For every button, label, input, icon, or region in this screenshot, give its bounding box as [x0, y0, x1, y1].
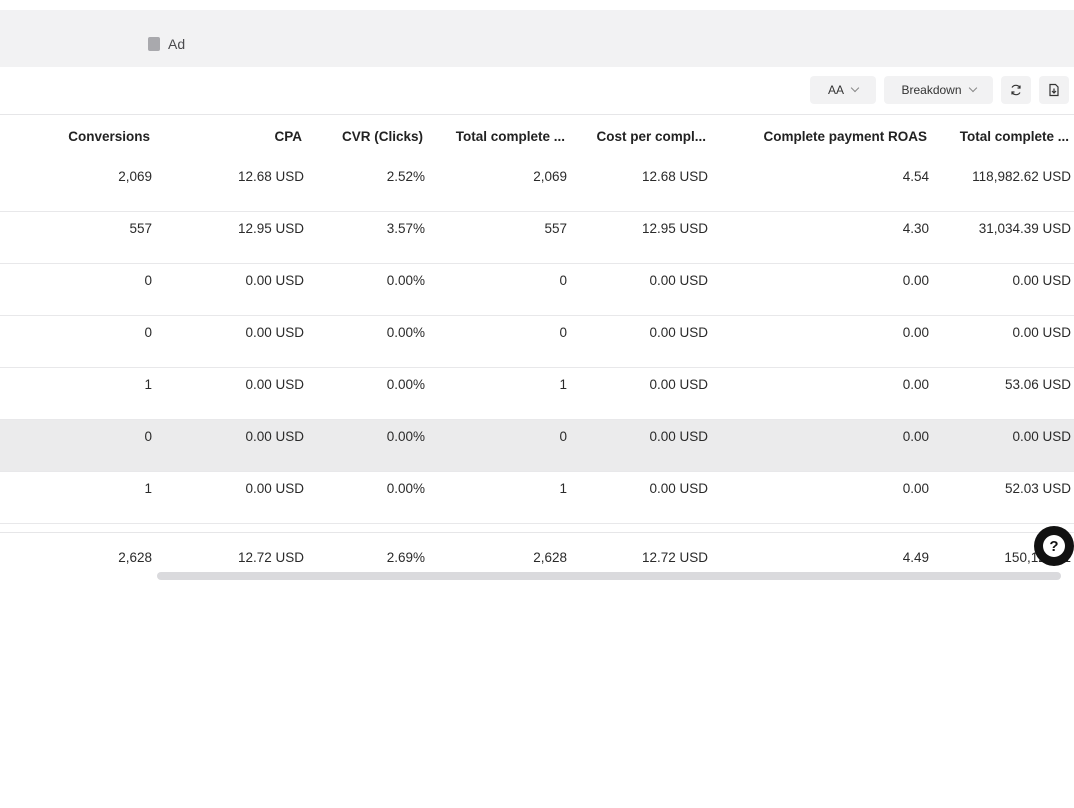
table-cell: 52.03 USD: [1004, 481, 1071, 496]
column-header[interactable]: Total complete ...: [959, 129, 1069, 144]
column-header[interactable]: CPA: [274, 129, 302, 144]
table-cell: 0: [144, 325, 152, 340]
table-cell: 12.95 USD: [237, 221, 304, 236]
export-button[interactable]: [1039, 76, 1069, 104]
total-cell: 2.69%: [386, 550, 425, 565]
export-icon: [1049, 83, 1059, 97]
column-header[interactable]: Total complete ...: [455, 129, 565, 144]
table-cell: 0.00: [902, 429, 929, 444]
ad-tab-label: Ad: [168, 36, 186, 52]
table-row[interactable]: 0 0.00 USD 0.00% 0 0.00 USD 0.00 0.00 USD: [0, 316, 1074, 368]
table-cell: 0.00: [902, 325, 929, 340]
table-cell: 0.00 USD: [649, 325, 708, 340]
table-cell: 0.00%: [386, 377, 425, 392]
table-cell: 0.00 USD: [649, 481, 708, 496]
column-header[interactable]: Complete payment ROAS: [763, 129, 927, 144]
table-cell: 0.00%: [386, 273, 425, 288]
table-cell: 12.95 USD: [641, 221, 708, 236]
table-cell: 0.00 USD: [649, 273, 708, 288]
table-cell: 1: [559, 377, 567, 392]
help-button[interactable]: ?: [1034, 526, 1074, 566]
table-cell: 0: [144, 429, 152, 444]
ad-tab[interactable]: Ad: [148, 36, 185, 52]
table-row[interactable]: 557 12.95 USD 3.57% 557 12.95 USD 4.30 31,034.…: [0, 212, 1074, 264]
table-row[interactable]: 2,069 12.68 USD 2.52% 2,069 12.68 USD 4.54 118…: [0, 160, 1074, 212]
aa-dropdown-label: AA: [827, 83, 844, 97]
total-cell: 2,628: [118, 550, 152, 565]
total-cell: 12.72 USD: [641, 550, 708, 565]
table-cell: 0.00: [902, 377, 929, 392]
table-row[interactable]: 0 0.00 USD 0.00% 0 0.00 USD 0.00 0.00 USD: [0, 420, 1074, 472]
table-cell: 3.57%: [386, 221, 425, 236]
table-cell: 557: [544, 221, 567, 236]
top-bar: Ad: [0, 10, 1074, 67]
table-cell: 53.06 USD: [1004, 377, 1071, 392]
table-cell: 0.00: [902, 481, 929, 496]
breakdown-dropdown-label: Breakdown: [901, 83, 962, 97]
table-cell: 0.00 USD: [245, 481, 304, 496]
table-header: Conversions CPA CVR (Clicks) Total complete…: [0, 114, 1074, 161]
table-cell: 0.00: [902, 273, 929, 288]
table-cell: 4.54: [902, 169, 929, 184]
column-header[interactable]: Cost per compl...: [596, 129, 706, 144]
table-cell: 0: [559, 273, 567, 288]
ad-icon: [148, 37, 160, 51]
table-cell: 1: [559, 481, 567, 496]
table-cell: 0.00 USD: [649, 377, 708, 392]
table-cell: 0: [144, 273, 152, 288]
table-cell: 0.00%: [386, 429, 425, 444]
table-row[interactable]: 1 0.00 USD 0.00% 1 0.00 USD 0.00 53.06 USD: [0, 368, 1074, 420]
breakdown-dropdown[interactable]: Breakdown: [884, 76, 993, 104]
table-cell: 31,034.39 USD: [978, 221, 1071, 236]
table-cell: 2,069: [533, 169, 567, 184]
table-cell: 0.00%: [386, 481, 425, 496]
refresh-icon: [1011, 84, 1021, 96]
table-cell: 557: [129, 221, 152, 236]
table-cell: 0: [559, 325, 567, 340]
total-cell: 2,628: [533, 550, 567, 565]
table-cell: 0.00 USD: [245, 273, 304, 288]
help-icon: ?: [1043, 535, 1065, 557]
table-cell: 2,069: [118, 169, 152, 184]
table-cell: 0.00 USD: [245, 325, 304, 340]
column-header[interactable]: Conversions: [68, 129, 150, 144]
total-cell: 4.49: [902, 550, 929, 565]
table-cell: 0.00 USD: [1012, 325, 1071, 340]
table-row[interactable]: 1 0.00 USD 0.00% 1 0.00 USD 0.00 52.03 USD: [0, 472, 1074, 524]
table-cell: 1: [144, 481, 152, 496]
table-cell: 1: [144, 377, 152, 392]
total-cell: 12.72 USD: [237, 550, 304, 565]
horizontal-scrollbar[interactable]: [157, 572, 1061, 580]
chevron-down-icon: [850, 83, 860, 93]
table-cell: 4.30: [902, 221, 929, 236]
aa-dropdown[interactable]: AA: [810, 76, 876, 104]
table-cell: 0.00 USD: [245, 377, 304, 392]
refresh-button[interactable]: [1001, 76, 1031, 104]
table-cell: 0.00 USD: [1012, 429, 1071, 444]
table-cell: 0.00 USD: [649, 429, 708, 444]
table-row[interactable]: 0 0.00 USD 0.00% 0 0.00 USD 0.00 0.00 USD: [0, 264, 1074, 316]
table-cell: 12.68 USD: [237, 169, 304, 184]
table-cell: 12.68 USD: [641, 169, 708, 184]
table-cell: 0: [559, 429, 567, 444]
table-cell: 0.00 USD: [245, 429, 304, 444]
table-cell: 0.00 USD: [1012, 273, 1071, 288]
column-header[interactable]: CVR (Clicks): [341, 129, 423, 144]
table-cell: 0.00%: [386, 325, 425, 340]
table-cell: 118,982.62 USD: [972, 169, 1071, 184]
chevron-down-icon: [968, 83, 977, 93]
table-cell: 2.52%: [386, 169, 425, 184]
